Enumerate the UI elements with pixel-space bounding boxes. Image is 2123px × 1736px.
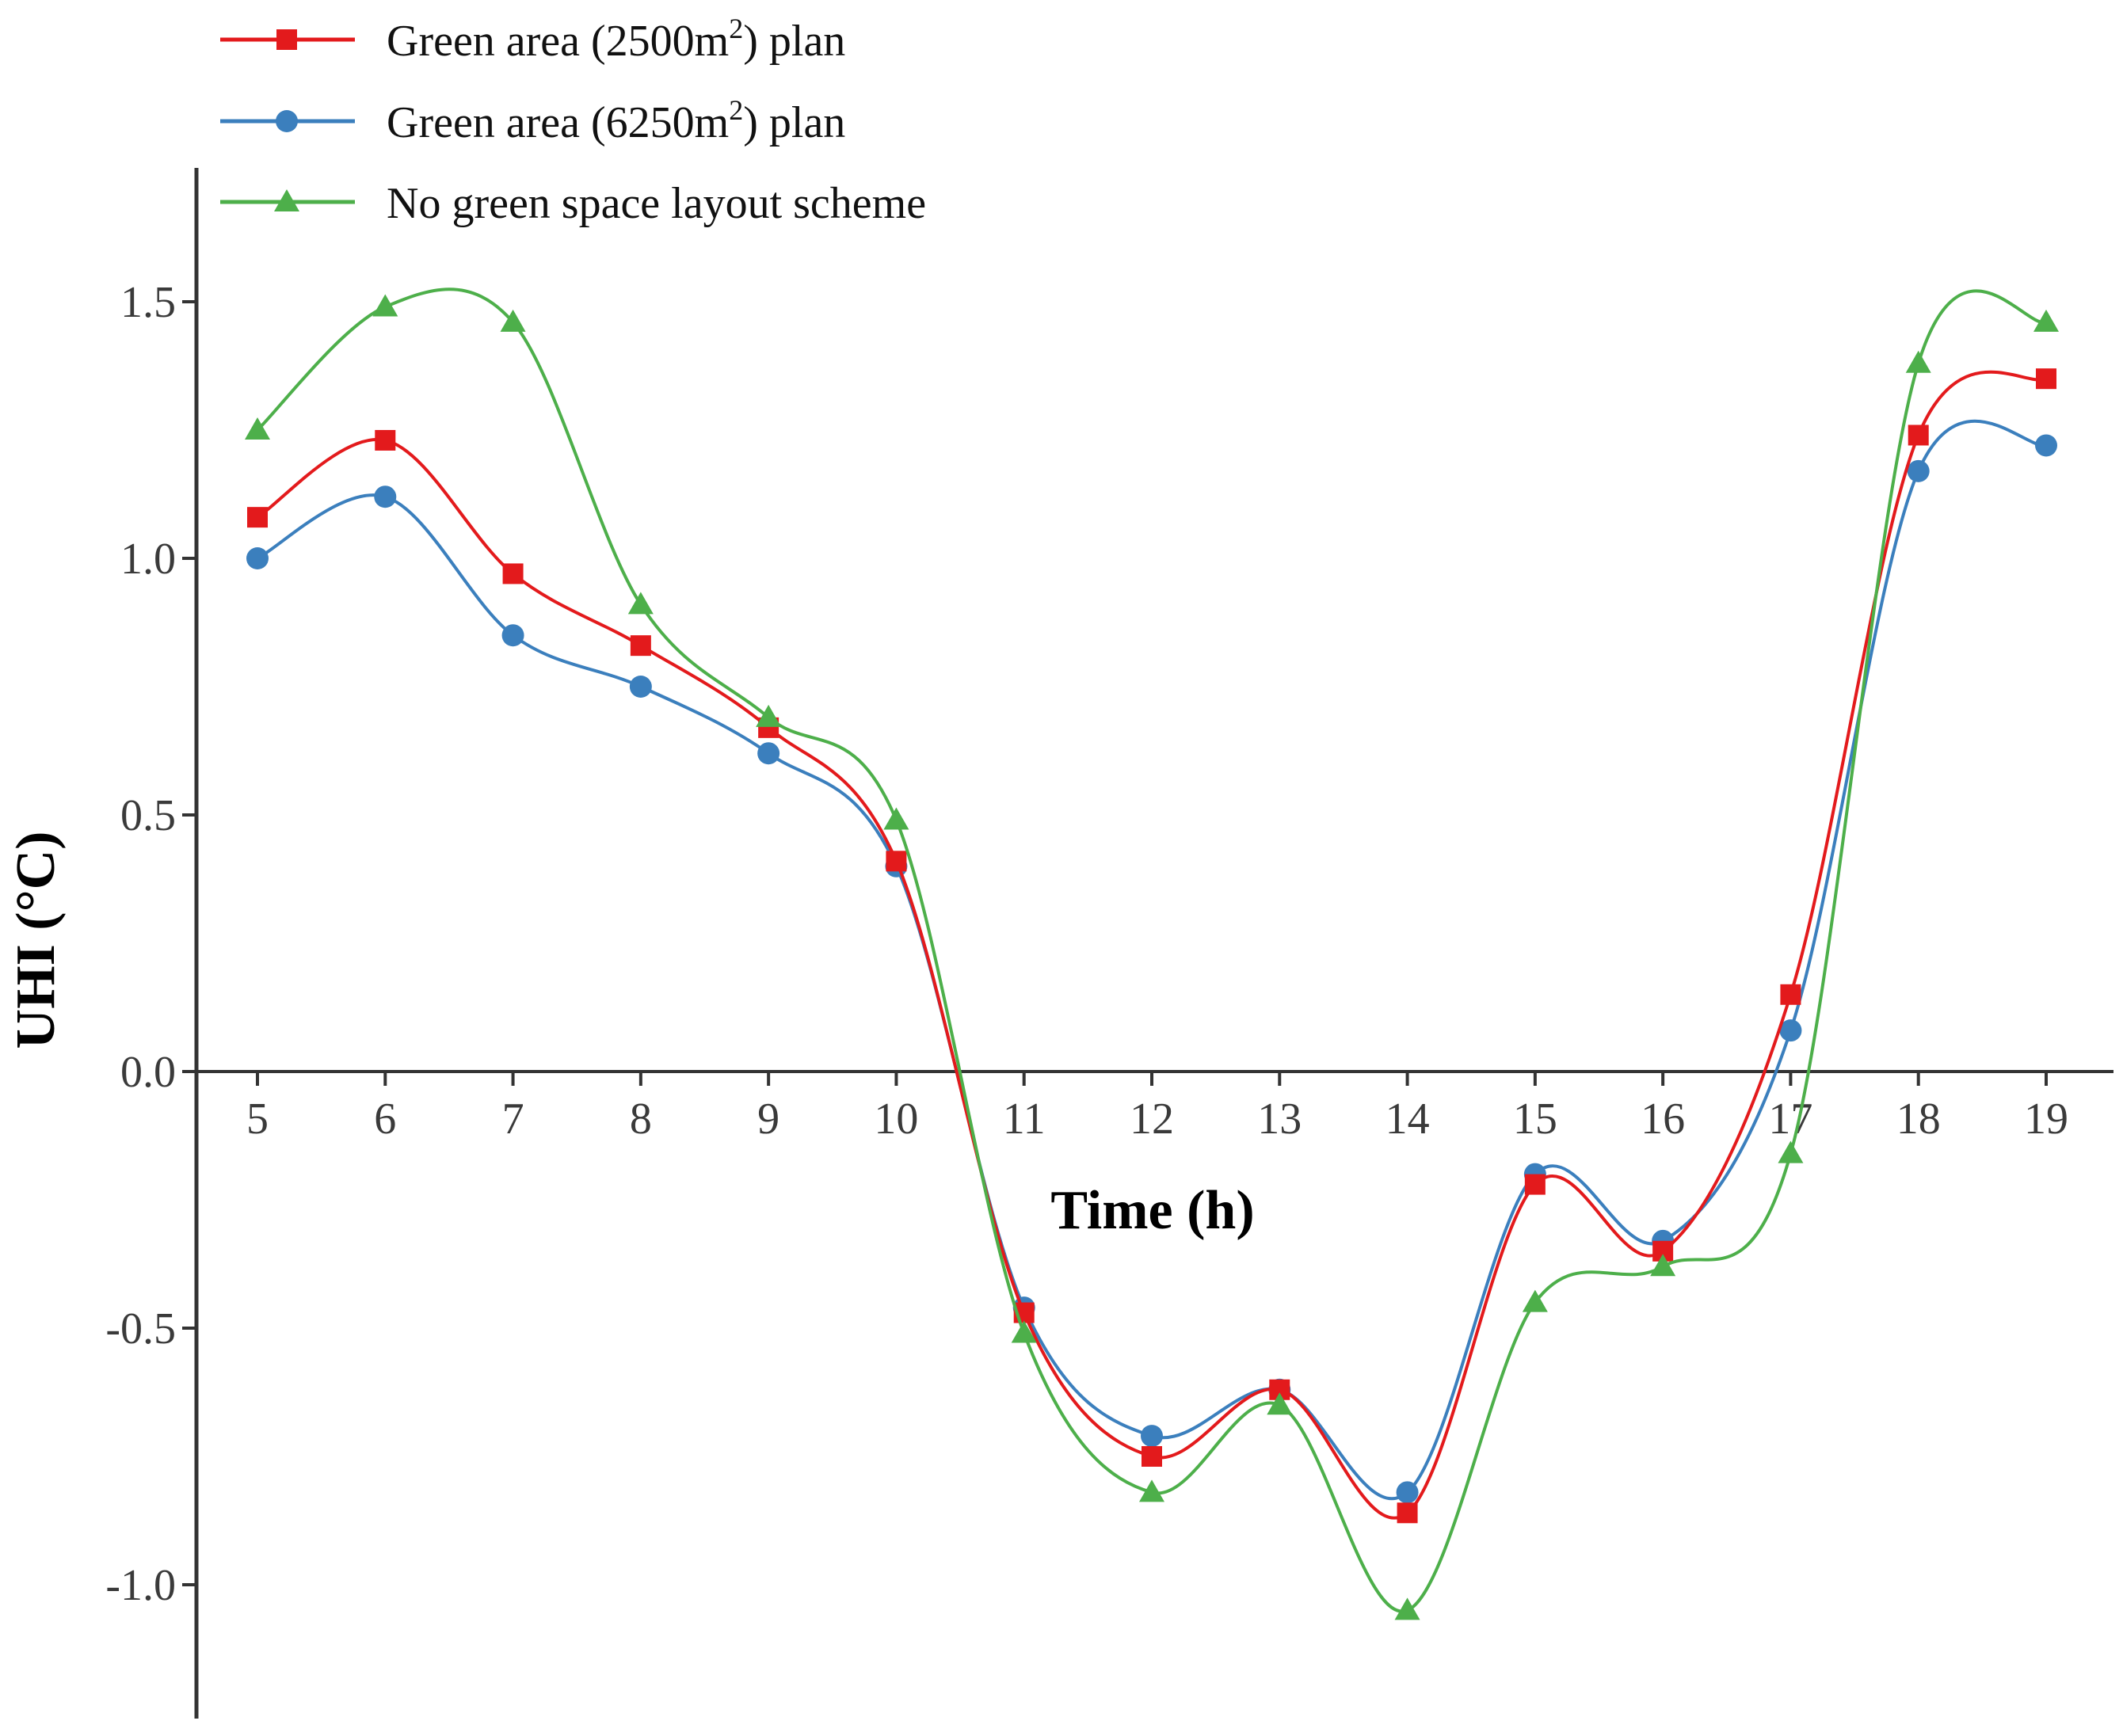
series-line bbox=[256, 287, 2047, 1613]
data-point bbox=[2036, 368, 2056, 390]
series-triangle bbox=[245, 287, 2059, 1620]
x-axis-title: Time (h) bbox=[1050, 1180, 1254, 1241]
axes: 1.5 1.0 0.5 0.0 -0.5 -1.0 5 6 7 8 9 10 11 12 13 14 15 16 1… bbox=[105, 168, 2113, 1719]
x-tick-label: 13 bbox=[1257, 1095, 1302, 1144]
legend-label: No green space layout scheme bbox=[387, 179, 926, 228]
y-tick-label: -1.0 bbox=[105, 1561, 176, 1610]
data-point bbox=[1011, 1320, 1037, 1343]
data-point bbox=[374, 485, 397, 508]
data-point bbox=[1394, 1597, 1420, 1620]
data-point bbox=[2035, 434, 2057, 457]
data-point bbox=[627, 592, 654, 615]
data-point bbox=[1780, 984, 1801, 1005]
data-point bbox=[2033, 309, 2059, 332]
data-point bbox=[886, 851, 907, 872]
data-point bbox=[1397, 1502, 1418, 1524]
data-point bbox=[1778, 1140, 1804, 1163]
x-tick-label: 8 bbox=[630, 1095, 652, 1144]
data-point bbox=[502, 563, 524, 584]
x-tick-label: 15 bbox=[1513, 1095, 1557, 1144]
legend-swatch-marker bbox=[274, 189, 299, 211]
legend-swatch-marker bbox=[276, 29, 297, 50]
data-point bbox=[1139, 1479, 1164, 1502]
legend-swatch-marker bbox=[276, 110, 298, 132]
legend-item: Green area (6250m2) plan bbox=[220, 94, 845, 147]
series-square bbox=[247, 368, 2056, 1524]
series-circle bbox=[246, 419, 2057, 1504]
data-point bbox=[247, 507, 268, 528]
data-point bbox=[375, 429, 396, 451]
data-point bbox=[1907, 459, 1930, 482]
x-tick-label: 12 bbox=[1130, 1095, 1174, 1144]
data-point bbox=[629, 676, 652, 698]
data-point bbox=[1142, 1446, 1162, 1467]
data-point bbox=[756, 704, 782, 727]
legend-label: Green area (6250m2) plan bbox=[387, 94, 845, 147]
data-point bbox=[372, 294, 398, 317]
x-tick-label: 17 bbox=[1768, 1095, 1812, 1144]
data-point bbox=[245, 417, 270, 440]
series-line bbox=[257, 419, 2047, 1501]
x-tick-label: 16 bbox=[1641, 1095, 1685, 1144]
data-point bbox=[501, 624, 524, 647]
x-tick-label: 14 bbox=[1385, 1095, 1430, 1144]
x-tick-label: 7 bbox=[502, 1095, 524, 1144]
y-tick-label: 1.0 bbox=[120, 535, 176, 584]
y-axis-title: UHI (°C) bbox=[6, 832, 67, 1049]
data-point bbox=[246, 547, 269, 569]
legend-label: Green area (2500m2) plan bbox=[387, 13, 845, 66]
data-point bbox=[1396, 1481, 1419, 1504]
data-point bbox=[1905, 350, 1931, 373]
data-point bbox=[883, 807, 909, 830]
data-point bbox=[1141, 1425, 1163, 1448]
legend-item: Green area (2500m2) plan bbox=[220, 13, 845, 66]
y-tick-label: 1.5 bbox=[120, 278, 176, 327]
x-tick-label: 5 bbox=[246, 1095, 269, 1144]
x-tick-label: 9 bbox=[757, 1095, 779, 1144]
data-point bbox=[1779, 1019, 1802, 1042]
data-point bbox=[630, 635, 651, 657]
x-tick-label: 6 bbox=[374, 1095, 396, 1144]
legend-item: No green space layout scheme bbox=[220, 179, 926, 228]
y-tick-label: 0.5 bbox=[120, 791, 176, 840]
x-tick-label: 19 bbox=[2024, 1095, 2068, 1144]
x-tick-label: 10 bbox=[874, 1095, 918, 1144]
series-line bbox=[256, 370, 2047, 1520]
series-layer bbox=[245, 287, 2059, 1620]
data-point bbox=[500, 309, 526, 332]
x-tick-label: 11 bbox=[1003, 1095, 1046, 1144]
x-tick-label: 18 bbox=[1896, 1095, 1941, 1144]
data-point bbox=[1267, 1392, 1293, 1415]
legend: Green area (2500m2) plan Green area (6250… bbox=[220, 13, 926, 228]
data-point bbox=[1524, 1174, 1546, 1195]
data-point bbox=[1908, 424, 1929, 446]
y-tick-label: -0.5 bbox=[105, 1304, 176, 1353]
data-point bbox=[757, 742, 780, 765]
data-point bbox=[1650, 1254, 1676, 1277]
y-tick-label: 0.0 bbox=[120, 1048, 176, 1097]
data-point bbox=[1522, 1289, 1548, 1312]
